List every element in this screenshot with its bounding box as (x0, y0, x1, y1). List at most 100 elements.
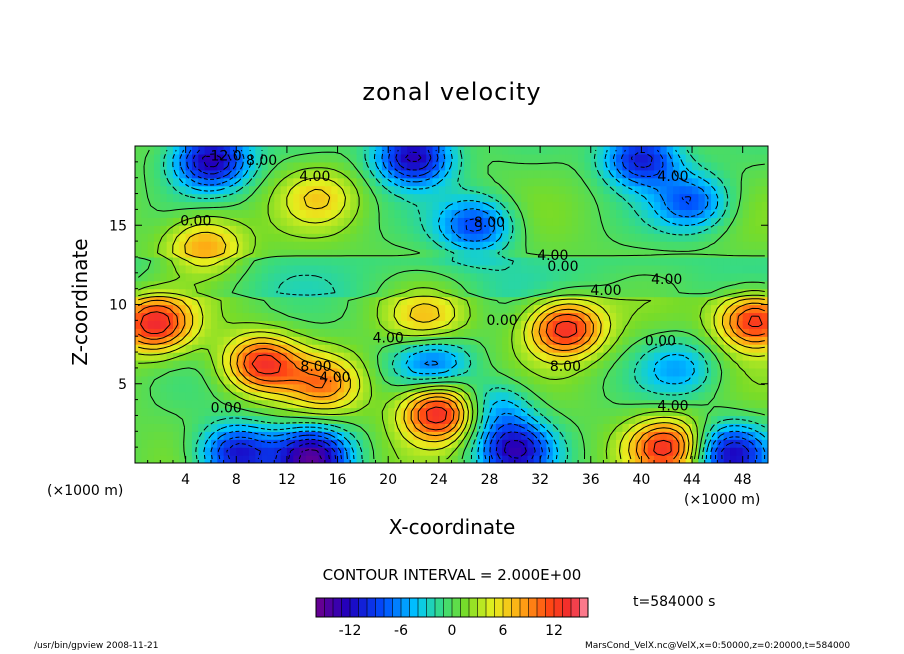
heatmap-cell (654, 455, 661, 463)
heatmap-cell (704, 217, 712, 226)
heatmap-cell (730, 288, 737, 298)
heatmap-cell (293, 359, 301, 369)
heatmap-cell (470, 336, 478, 345)
heatmap-cell (274, 185, 282, 195)
heatmap-cell (160, 423, 168, 432)
heatmap-cell (660, 241, 668, 250)
heatmap-cell (742, 328, 750, 337)
heatmap-cell (375, 280, 383, 290)
heatmap-cell (217, 320, 225, 329)
heatmap-cell (274, 439, 282, 448)
heatmap-cell (426, 304, 434, 314)
heatmap-cell (514, 153, 522, 163)
heatmap-cell (571, 201, 579, 211)
heatmap-cell (381, 439, 389, 448)
heatmap-cell (280, 280, 288, 290)
heatmap-cell (375, 153, 383, 163)
contour-label: 4.00 (657, 169, 688, 185)
heatmap-cell (622, 225, 630, 234)
heatmap-cell (533, 423, 541, 432)
heatmap-cell (432, 312, 440, 321)
heatmap-cell (204, 193, 212, 203)
heatmap-cell (647, 233, 655, 242)
heatmap-cell (527, 153, 535, 163)
heatmap-cell (571, 304, 579, 314)
heatmap-cell (445, 423, 453, 432)
heatmap-cell (388, 439, 396, 448)
heatmap-cell (546, 280, 554, 290)
heatmap-cell (261, 177, 269, 187)
heatmap-cell (312, 328, 320, 337)
heatmap-cell (274, 241, 282, 250)
heatmap-cell (540, 320, 548, 329)
heatmap-cell (255, 169, 263, 179)
heatmap-cell (616, 391, 624, 401)
heatmap-cell (540, 249, 548, 258)
heatmap-cell (400, 423, 408, 432)
heatmap-cell (153, 193, 161, 203)
heatmap-cell (730, 312, 737, 321)
heatmap-cell (198, 407, 206, 417)
heatmap-cell (730, 225, 737, 234)
heatmap-cell (457, 288, 465, 298)
heatmap-cell (584, 217, 592, 226)
heatmap-cell (388, 375, 396, 385)
heatmap-cell (508, 225, 516, 234)
heatmap-cell (692, 455, 699, 463)
heatmap-cell (394, 209, 402, 218)
heatmap-cell (742, 241, 750, 250)
heatmap-cell (673, 328, 680, 337)
heatmap-cell (362, 201, 370, 211)
heatmap-cell (692, 391, 699, 401)
heatmap-cell (508, 312, 516, 321)
heatmap-cell (229, 161, 237, 171)
heatmap-cell (324, 177, 332, 187)
heatmap-cell (388, 201, 396, 211)
heatmap-cell (666, 344, 674, 353)
heatmap-cell (755, 375, 763, 385)
heatmap-cell (464, 359, 472, 369)
heatmap-cell (654, 328, 661, 337)
heatmap-cell (717, 146, 725, 155)
heatmap-cell (464, 241, 472, 250)
heatmap-cell (470, 344, 478, 353)
heatmap-cell (362, 455, 370, 463)
heatmap-cell (571, 359, 579, 369)
heatmap-cell (419, 439, 427, 448)
heatmap-cell (381, 415, 389, 424)
heatmap-cell (356, 185, 364, 195)
heatmap-cell (628, 177, 636, 187)
heatmap-cell (204, 233, 212, 242)
heatmap-cell (571, 169, 579, 179)
colorbar-tick-label: -12 (339, 623, 362, 639)
heatmap-cell (616, 328, 624, 337)
heatmap-cell (641, 312, 649, 321)
heatmap-cell (280, 185, 288, 195)
heatmap-cell (704, 344, 712, 353)
heatmap-cell (438, 320, 446, 329)
heatmap-cell (742, 352, 750, 361)
heatmap-cell (324, 431, 332, 440)
heatmap-cell (293, 169, 301, 179)
heatmap-cell (141, 359, 149, 369)
heatmap-cell (660, 391, 668, 401)
heatmap-cell (451, 272, 459, 282)
heatmap-cell (248, 352, 256, 361)
heatmap-cell (394, 407, 402, 417)
time-label: t=584000 s (633, 594, 716, 610)
heatmap-cell (489, 177, 497, 187)
heatmap-cell (692, 169, 699, 179)
heatmap-cell (717, 320, 725, 329)
heatmap-cell (723, 423, 731, 432)
heatmap-cell (559, 375, 567, 385)
heatmap-cell (419, 161, 427, 171)
heatmap-cell (432, 407, 440, 417)
heatmap-cell (350, 177, 358, 187)
heatmap-cell (711, 375, 718, 385)
heatmap-cell (413, 185, 421, 195)
heatmap-cell (419, 264, 427, 274)
heatmap-cell (438, 264, 446, 274)
heatmap-cell (394, 399, 402, 409)
heatmap-cell (432, 177, 440, 187)
heatmap-cell (521, 241, 529, 250)
